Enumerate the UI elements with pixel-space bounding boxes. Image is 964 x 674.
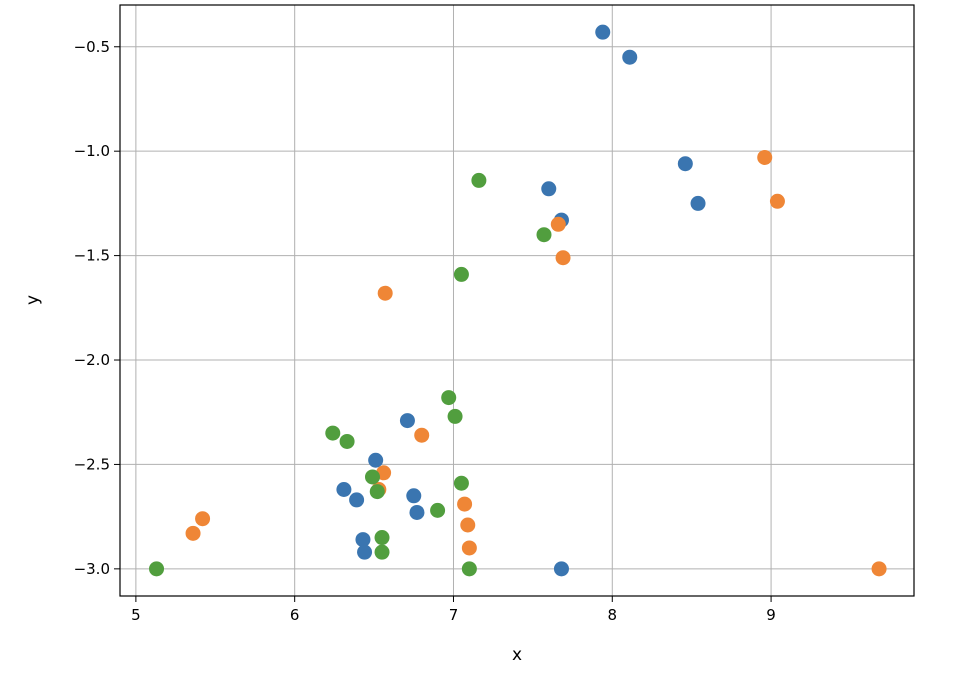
y-tick-label: −1.5: [74, 247, 110, 265]
data-points: [149, 24, 887, 577]
data-point-series-2: [377, 285, 393, 301]
data-point-series-1: [336, 481, 352, 497]
y-tick-label: −0.5: [74, 38, 110, 56]
data-point-series-2: [457, 496, 473, 512]
data-point-series-2: [460, 517, 476, 533]
data-point-series-1: [409, 504, 425, 520]
data-point-series-3: [325, 425, 341, 441]
data-point-series-3: [374, 530, 390, 546]
data-point-series-1: [595, 24, 611, 40]
data-point-series-3: [374, 544, 390, 560]
data-point-series-1: [349, 492, 365, 508]
data-point-series-2: [871, 561, 887, 577]
plot-area-frame: [119, 4, 915, 597]
data-point-series-1: [541, 181, 557, 197]
y-tick-label: −2.5: [74, 455, 110, 473]
data-point-series-1: [406, 488, 422, 504]
data-point-series-2: [414, 427, 430, 443]
data-point-series-2: [550, 216, 566, 232]
y-axis-label: y: [23, 295, 43, 305]
data-point-series-3: [536, 227, 552, 243]
data-point-series-3: [369, 484, 385, 500]
axis-ticks: 5 6 7 8 9 −0.5 −1.0 −1.5 −2.0 −2.5 −3.0: [74, 38, 776, 624]
data-point-series-1: [690, 195, 706, 211]
x-tick-label: 6: [290, 606, 300, 624]
data-point-series-3: [453, 266, 469, 282]
data-point-series-2: [769, 193, 785, 209]
x-tick-label: 5: [131, 606, 141, 624]
x-tick-label: 8: [608, 606, 618, 624]
data-point-series-3: [453, 475, 469, 491]
data-point-series-3: [461, 561, 477, 577]
x-tick-label: 7: [449, 606, 459, 624]
x-axis-label: x: [512, 645, 522, 665]
data-point-series-3: [149, 561, 165, 577]
data-point-series-3: [447, 408, 463, 424]
data-point-series-3: [339, 433, 355, 449]
grid: [120, 5, 914, 596]
data-point-series-1: [677, 156, 693, 172]
data-point-series-3: [441, 390, 457, 406]
data-point-series-2: [195, 511, 211, 527]
data-point-series-1: [399, 413, 415, 429]
data-point-series-3: [430, 502, 446, 518]
data-point-series-3: [364, 469, 380, 485]
y-tick-label: −3.0: [74, 560, 110, 578]
data-point-series-1: [553, 561, 569, 577]
data-point-series-1: [355, 532, 371, 548]
data-point-series-1: [622, 49, 638, 65]
data-point-series-2: [461, 540, 477, 556]
data-point-series-2: [757, 149, 773, 165]
data-point-series-3: [471, 172, 487, 188]
data-point-series-2: [555, 250, 571, 266]
data-point-series-1: [357, 544, 373, 560]
data-point-series-1: [368, 452, 384, 468]
x-tick-label: 9: [766, 606, 776, 624]
data-point-series-2: [185, 525, 201, 541]
y-tick-label: −2.0: [74, 351, 110, 369]
y-tick-label: −1.0: [74, 142, 110, 160]
